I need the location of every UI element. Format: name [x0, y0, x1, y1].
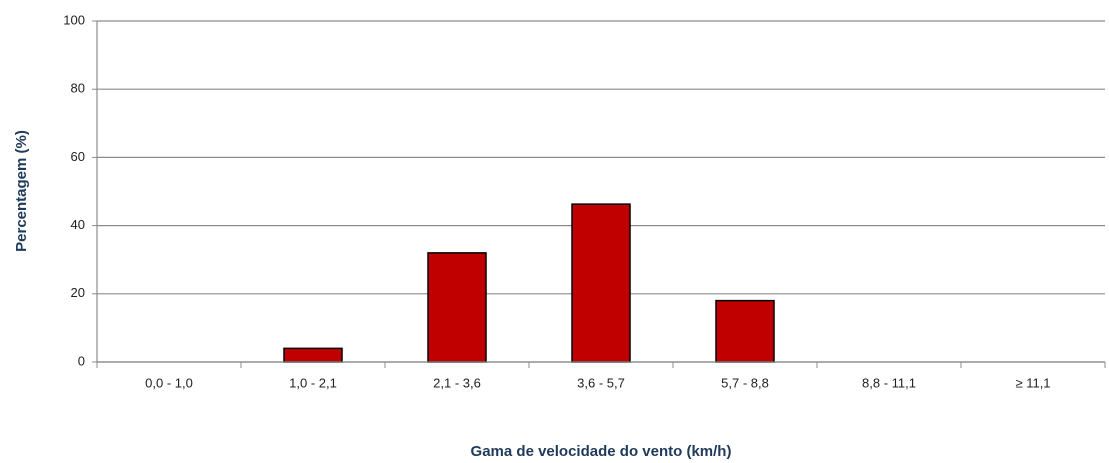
- bar: [715, 299, 775, 363]
- y-tick-label: 100: [63, 12, 85, 27]
- y-tick-label: 60: [71, 149, 85, 164]
- bar: [283, 347, 343, 363]
- x-tick-label: ≥ 11,1: [1015, 375, 1050, 390]
- y-tick-label: 40: [71, 217, 85, 232]
- x-tick-label: 0,0 - 1,0: [145, 375, 193, 390]
- bar: [571, 203, 631, 363]
- x-tick-label: 8,8 - 11,1: [862, 375, 916, 390]
- bar: [427, 252, 487, 363]
- x-tick-label: 3,6 - 5,7: [577, 375, 625, 390]
- y-axis-title: Percentagem (%): [13, 130, 30, 252]
- x-tick-label: 2,1 - 3,6: [433, 375, 481, 390]
- y-tick-label: 20: [71, 285, 85, 300]
- y-tick-label: 80: [71, 81, 85, 96]
- x-tick-label: 1,0 - 2,1: [289, 375, 337, 390]
- x-axis-title: Gama de velocidade do vento (km/h): [471, 443, 732, 460]
- y-tick-label: 0: [78, 353, 85, 368]
- x-tick-label: 5,7 - 8,8: [721, 375, 769, 390]
